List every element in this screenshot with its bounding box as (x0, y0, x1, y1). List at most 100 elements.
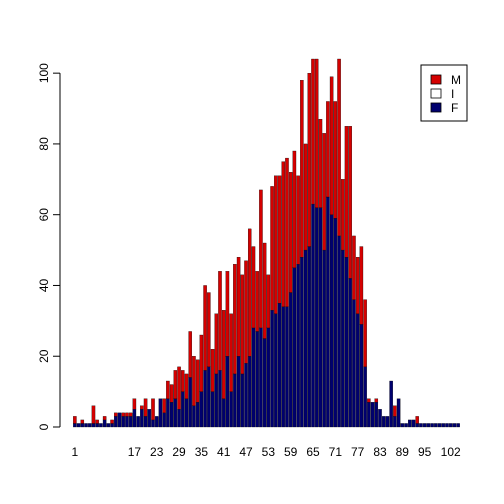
bar-M-22 (151, 398, 155, 421)
bar-M-60 (292, 150, 297, 268)
bar-F-14 (121, 416, 125, 428)
bar-F-102 (448, 423, 453, 428)
bar-F-15 (125, 416, 129, 428)
bar-M-31 (184, 373, 189, 399)
bar-F-86 (389, 380, 393, 428)
bar-M-37 (207, 292, 211, 368)
x-axis: 1 17 23 29 35 41 47 53 59 65 71 77 83 89 95 102 (72, 445, 462, 459)
bar-F-8 (99, 423, 103, 428)
bar-F-45 (236, 356, 241, 428)
x-tick-label-17: 17 (128, 445, 142, 459)
bar-F-42 (225, 356, 230, 428)
legend: MIF (420, 64, 468, 122)
bar-F-39 (214, 373, 219, 428)
bar-F-55 (274, 313, 278, 428)
x-tick-label-71: 71 (329, 445, 343, 459)
x-tick-label-102: 102 (441, 445, 461, 459)
bar-M-69 (326, 101, 330, 198)
bar-M-36 (203, 285, 207, 371)
bar-F-56 (277, 302, 282, 428)
legend-swatch-F (430, 102, 442, 113)
bar-F-20 (143, 416, 148, 428)
bar-M-3 (80, 419, 85, 424)
bar-F-24 (158, 398, 163, 428)
bar-F-70 (329, 214, 334, 428)
bar-M-49 (251, 246, 256, 329)
x-tick-label-1: 1 (72, 445, 79, 459)
bar-M-26 (166, 380, 170, 399)
bar-M-19 (140, 405, 144, 410)
bar-F-60 (292, 267, 297, 428)
bar-F-74 (344, 256, 349, 428)
bar-F-62 (300, 256, 304, 428)
bar-F-65 (311, 203, 315, 428)
bar-F-35 (199, 391, 204, 428)
bar-M-73 (341, 179, 345, 251)
bar-F-91 (408, 419, 412, 428)
bar-F-64 (307, 246, 312, 428)
bar-M-30 (181, 370, 185, 392)
bar-M-80 (367, 398, 371, 403)
x-tick-label-95: 95 (418, 445, 432, 459)
bar-F-36 (203, 370, 207, 428)
bar-M-67 (318, 119, 323, 208)
legend-label-M: M (451, 73, 461, 87)
legend-box (420, 64, 468, 122)
bar-F-1 (73, 423, 77, 428)
bar-M-9 (102, 416, 107, 421)
bar-M-55 (274, 175, 278, 314)
legend-swatch-M (430, 74, 442, 85)
bar-M-16 (128, 412, 133, 417)
bar-M-48 (247, 228, 252, 357)
bar-F-53 (266, 327, 271, 428)
bar-F-93 (415, 423, 419, 428)
bar-M-47 (244, 260, 248, 364)
bar-M-68 (322, 133, 326, 251)
bar-M-1 (73, 416, 77, 424)
bar-F-71 (333, 218, 338, 428)
bar-F-23 (154, 416, 159, 428)
bar-F-51 (259, 327, 263, 428)
bar-F-104 (456, 423, 460, 428)
bar-F-96 (426, 423, 431, 428)
bar-F-63 (303, 249, 308, 428)
bar-F-38 (210, 391, 215, 428)
bar-M-74 (344, 126, 349, 258)
bar-M-62 (300, 80, 304, 258)
bar-F-59 (288, 292, 293, 428)
bar-M-54 (270, 186, 274, 311)
bar-F-103 (452, 423, 457, 428)
bar-F-69 (326, 196, 330, 428)
bar-F-10 (106, 423, 111, 428)
bar-F-32 (188, 377, 192, 428)
bar-M-59 (288, 172, 293, 293)
x-tick-label-47: 47 (239, 445, 253, 459)
bar-M-58 (285, 157, 289, 307)
x-tick-label-41: 41 (217, 445, 231, 459)
bar-F-16 (128, 416, 133, 428)
bar-M-6 (91, 405, 96, 424)
x-tick-label-65: 65 (306, 445, 320, 459)
bar-F-61 (296, 264, 300, 428)
bar-M-56 (277, 175, 282, 304)
bar-M-44 (233, 264, 237, 375)
y-tick-label-80: 80 (37, 137, 51, 151)
bar-F-101 (445, 423, 449, 428)
x-tick-label-53: 53 (262, 445, 276, 459)
y-tick-label-0: 0 (37, 423, 51, 430)
bar-F-11 (110, 423, 114, 428)
bar-M-29 (177, 366, 181, 410)
bar-F-80 (367, 402, 371, 428)
x-tick-label-83: 83 (373, 445, 387, 459)
bar-F-29 (177, 409, 181, 428)
bar-F-33 (192, 405, 196, 428)
bar-F-57 (281, 306, 285, 428)
bar-F-25 (162, 412, 166, 428)
bar-F-9 (102, 419, 107, 428)
bar-F-5 (88, 423, 92, 428)
bar-M-20 (143, 398, 148, 417)
bar-M-15 (125, 412, 129, 417)
bar-M-51 (259, 189, 263, 329)
bar-F-81 (370, 402, 375, 428)
x-tick-label-89: 89 (396, 445, 410, 459)
